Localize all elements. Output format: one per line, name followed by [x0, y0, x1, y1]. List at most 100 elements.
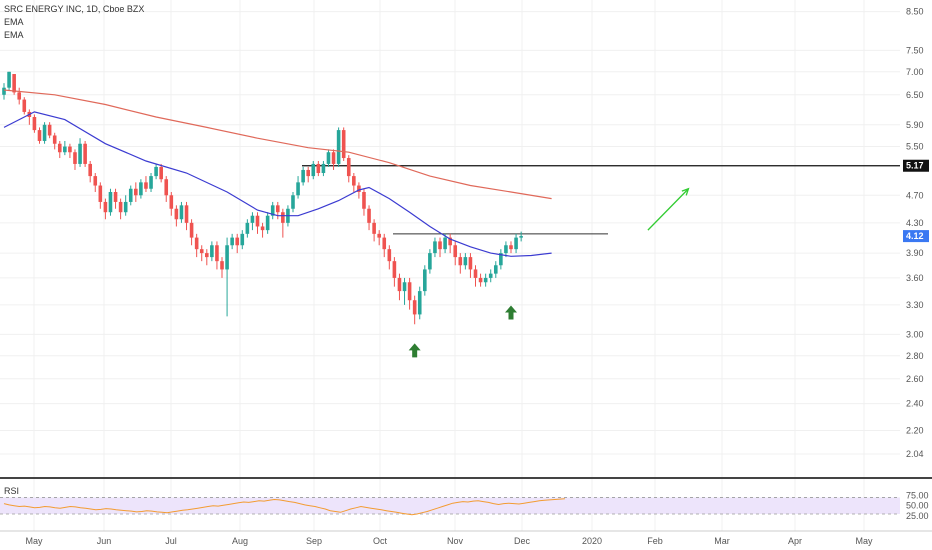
candle — [240, 233, 245, 246]
candle — [367, 208, 371, 223]
candle — [169, 195, 174, 209]
candle — [458, 257, 463, 266]
x-tick-label: Jul — [165, 536, 177, 546]
candle — [316, 163, 321, 174]
ema-lines — [3, 89, 552, 257]
y-tick-label: 7.50 — [906, 45, 924, 55]
candle — [428, 253, 432, 270]
y-tick-label: 3.30 — [906, 300, 924, 310]
rsi-band — [0, 497, 900, 514]
candle — [52, 135, 57, 144]
candle — [215, 245, 219, 262]
resistance-price-tag-bg — [903, 159, 929, 172]
candle — [417, 291, 422, 315]
y-tick-label: 3.60 — [906, 273, 924, 283]
candle — [275, 205, 280, 213]
candle — [504, 245, 508, 254]
x-tick-label: Sep — [306, 536, 322, 546]
candle — [331, 152, 336, 164]
candle — [194, 237, 199, 250]
candle — [103, 201, 108, 213]
candle — [199, 249, 204, 254]
rsi-line — [3, 498, 565, 516]
candle — [149, 176, 153, 189]
candle — [113, 191, 118, 202]
y-tick-label: 5.50 — [906, 142, 924, 152]
candle — [377, 233, 381, 238]
candle — [301, 169, 305, 183]
candles-series — [2, 71, 523, 325]
candle — [306, 169, 310, 177]
candle — [139, 182, 143, 196]
candle — [412, 300, 417, 315]
candle — [499, 253, 503, 266]
candle — [407, 282, 412, 301]
candle — [12, 74, 16, 93]
candle — [230, 237, 234, 246]
x-tick-label: May — [855, 536, 873, 546]
x-tick-label: Dec — [514, 536, 531, 546]
ema-legend-1[interactable]: EMA — [4, 17, 24, 27]
candle — [63, 146, 67, 153]
x-tick-label: Feb — [647, 536, 663, 546]
candle — [134, 188, 138, 196]
ema-fast-line — [3, 111, 552, 257]
candle — [382, 237, 387, 250]
candle — [205, 253, 209, 258]
candle — [98, 185, 103, 202]
candle — [281, 212, 285, 223]
candle — [362, 191, 366, 209]
candle — [311, 163, 316, 177]
candle — [108, 191, 113, 213]
candle — [392, 261, 397, 278]
candle — [179, 205, 184, 220]
candle — [250, 215, 255, 223]
candle — [235, 237, 240, 246]
projection-arrow-line — [647, 188, 689, 231]
ema-slow-line — [3, 89, 552, 200]
resistance-price-tag: 5.17 — [906, 161, 924, 171]
candle — [336, 130, 341, 164]
x-tick-label: Aug — [232, 536, 248, 546]
candle — [488, 273, 493, 278]
ema-legend-2[interactable]: EMA — [4, 30, 24, 40]
candle — [478, 277, 483, 283]
y-tick-label: 2.04 — [906, 449, 924, 459]
candle — [260, 226, 265, 231]
up-arrow-icon — [505, 305, 517, 320]
candle — [189, 222, 194, 238]
candle — [448, 237, 452, 246]
candle — [184, 205, 189, 223]
annotations — [408, 187, 690, 358]
candle — [352, 176, 356, 186]
candle — [73, 152, 77, 164]
price-axis-labels: 8.50 7.50 7.00 6.50 5.90 5.50 4.70 4.30 3.90 3.60… — [906, 7, 924, 459]
x-tick-label: Apr — [788, 536, 802, 546]
candle — [423, 269, 427, 292]
candle — [438, 241, 442, 250]
candle — [453, 245, 458, 258]
time-axis[interactable]: May Jun Jul Aug Sep Oct Nov Dec 2020 Feb Mar Apr May — [25, 536, 873, 546]
y-tick-label: 2.60 — [906, 374, 924, 384]
candle — [514, 237, 518, 250]
candle — [372, 222, 376, 234]
x-tick-label: 2020 — [582, 536, 602, 546]
candle — [433, 241, 437, 254]
candle — [265, 215, 270, 231]
candle — [118, 201, 123, 213]
candle — [245, 222, 250, 234]
y-tick-label: 2.20 — [906, 426, 924, 436]
y-tick-label: 2.40 — [906, 399, 924, 409]
y-tick-label: 5.90 — [906, 120, 924, 130]
candle — [346, 158, 351, 177]
y-tick-label: 6.50 — [906, 90, 924, 100]
candle — [164, 179, 169, 196]
price-tags: 5.17 4.12 — [903, 159, 929, 243]
candle — [57, 143, 62, 153]
candle — [37, 130, 42, 141]
x-tick-label: Jun — [97, 536, 112, 546]
chart-title[interactable]: SRC ENERGY INC, 1D, Cboe BZX — [4, 4, 144, 14]
candle — [7, 71, 11, 88]
